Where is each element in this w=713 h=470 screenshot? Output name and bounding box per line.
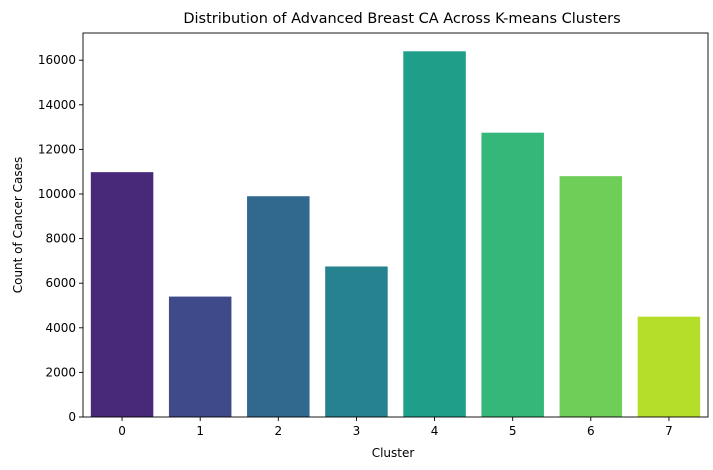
y-axis: 0 2000 4000 6000 8000 10000 12000 14000 16000 [38,53,83,424]
bar-cluster-3 [325,266,388,417]
bar-cluster-0 [90,172,154,417]
chart-title: Distribution of Advanced Breast CA Acros… [183,11,620,27]
x-tick-label: 0 [118,424,126,438]
y-tick-label: 8000 [45,232,76,246]
x-tick-label: 1 [196,424,204,438]
x-tick-label: 6 [587,424,595,438]
bar-cluster-7 [637,316,701,417]
y-tick-label: 6000 [45,276,76,290]
x-tick-label: 2 [274,424,282,438]
y-axis-title: Count of Cancer Cases [11,157,25,294]
y-tick-label: 2000 [45,365,76,379]
x-tick-label: 3 [353,424,361,438]
x-tick-label: 4 [431,424,439,438]
x-axis-title: Cluster [372,446,415,460]
bar-cluster-2 [247,196,310,417]
bar-cluster-6 [559,176,623,417]
bar-cluster-1 [168,296,232,417]
y-tick-label: 14000 [38,98,76,112]
x-axis: 0 1 2 3 4 5 6 7 [118,417,673,438]
y-tick-label: 0 [68,410,76,424]
x-tick-label: 5 [509,424,517,438]
plot-frame [82,32,709,418]
y-tick-label: 12000 [38,142,76,156]
x-tick-label: 7 [665,424,673,438]
y-tick-label: 4000 [45,321,76,335]
bars-layer [90,51,701,417]
y-tick-label: 16000 [38,53,76,67]
bar-cluster-4 [403,51,466,417]
bar-cluster-5 [481,132,544,417]
y-tick-label: 10000 [38,187,76,201]
